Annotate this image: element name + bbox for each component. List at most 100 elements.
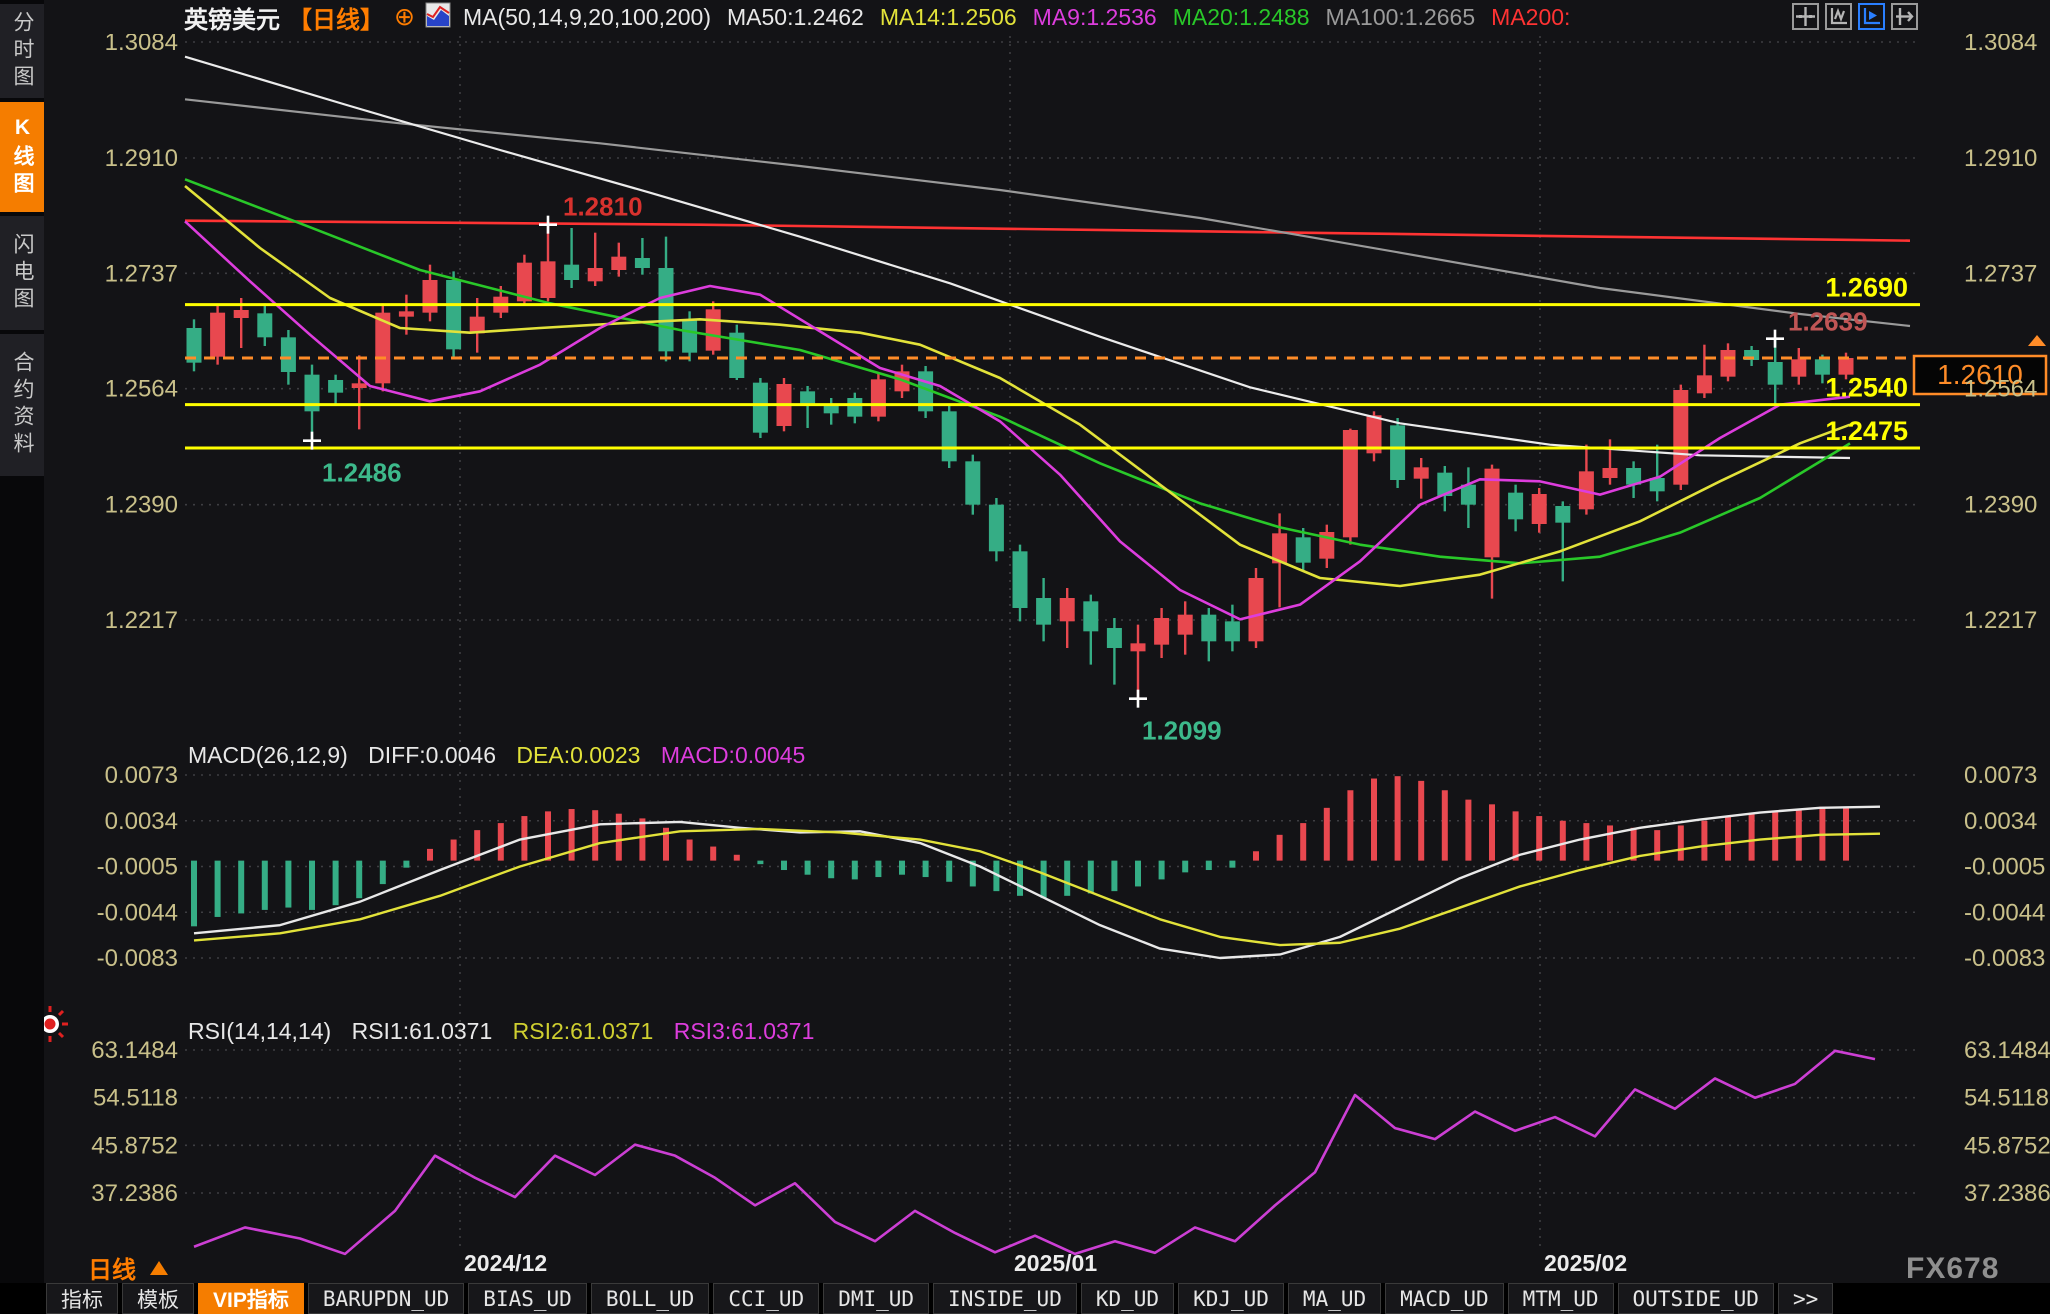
svg-text:63.1484: 63.1484 [1964, 1037, 2050, 1064]
svg-text:1.2486: 1.2486 [322, 458, 402, 488]
svg-text:-0.0005: -0.0005 [97, 854, 178, 881]
tab-kd-ud[interactable]: KD_UD [1080, 1283, 1175, 1314]
tab-more[interactable]: >> [1777, 1283, 1834, 1314]
chart-toolbar [1792, 3, 1918, 30]
tab-cci-ud[interactable]: CCI_UD [713, 1283, 820, 1314]
tab-macd-ud[interactable]: MACD_UD [1385, 1283, 1504, 1314]
macd-dea-value: DEA:0.0023 [516, 742, 641, 768]
rsi-axis-labels: 63.1484 63.1484 54.5118 54.5118 45.8752 45.87… [91, 1037, 2050, 1207]
svg-text:45.8752: 45.8752 [1964, 1132, 2050, 1159]
period-dropdown[interactable]: 日线 [88, 1250, 168, 1285]
svg-text:1.2610: 1.2610 [1937, 359, 2023, 390]
macd-macd-value: MACD:0.0045 [660, 742, 806, 768]
macd-diff-value: DIFF:0.0046 [368, 742, 497, 768]
svg-text:-0.0083: -0.0083 [1964, 945, 2045, 972]
chart-header: 英镑美元 【日线】 ⊕ MA(50,14,9,20,100,200) MA50:… [44, 0, 2050, 34]
svg-text:1.2810: 1.2810 [563, 192, 643, 222]
watermark: FX678 [1906, 1252, 2000, 1285]
period-dropdown-label[interactable]: 日线 [88, 1257, 136, 1284]
svg-text:-0.0083: -0.0083 [97, 945, 178, 972]
svg-text:0.0034: 0.0034 [1964, 808, 2037, 835]
macd-legend: MACD(26,12,9) DIFF:0.0046 DEA:0.0023 MAC… [188, 742, 819, 769]
svg-text:63.1484: 63.1484 [91, 1037, 178, 1064]
tab-vip-indicator[interactable]: VIP指标 [198, 1283, 304, 1314]
tab-dmi-ud[interactable]: DMI_UD [823, 1283, 930, 1314]
panel-collapse-icon[interactable] [1891, 3, 1918, 30]
svg-text:-0.0044: -0.0044 [1964, 899, 2045, 926]
svg-text:2024/12: 2024/12 [464, 1250, 547, 1276]
svg-text:45.8752: 45.8752 [91, 1132, 178, 1159]
svg-text:2025/02: 2025/02 [1544, 1250, 1627, 1276]
svg-text:1.2910: 1.2910 [1964, 145, 2037, 172]
svg-text:1.2475: 1.2475 [1825, 416, 1908, 446]
svg-text:1.2540: 1.2540 [1825, 373, 1908, 403]
svg-text:0.0073: 0.0073 [1964, 762, 2037, 789]
macd-histogram [191, 776, 1849, 927]
svg-text:1.2737: 1.2737 [1964, 260, 2037, 287]
svg-text:1.2690: 1.2690 [1825, 273, 1908, 303]
svg-text:1.2564: 1.2564 [105, 376, 178, 403]
rsi-legend: RSI(14,14,14) RSI1:61.0371 RSI2:61.0371 … [188, 1018, 828, 1045]
ma9-value: MA9:1.2536 [1032, 3, 1157, 30]
svg-text:0.0073: 0.0073 [105, 762, 178, 789]
svg-text:1.2217: 1.2217 [1964, 607, 2037, 634]
add-indicator-icon[interactable]: ⊕ [394, 3, 415, 31]
grid-lines [185, 36, 1920, 1248]
svg-text:1.2737: 1.2737 [105, 260, 178, 287]
tab-boll-ud[interactable]: BOLL_UD [590, 1283, 710, 1314]
tab-kdj-ud[interactable]: KDJ_UD [1178, 1283, 1284, 1314]
macd-name: MACD(26,12,9) [188, 742, 348, 768]
axis-play-icon[interactable] [1858, 3, 1885, 30]
svg-text:1.2910: 1.2910 [105, 145, 178, 172]
tab-bias-ud[interactable]: BIAS_UD [468, 1283, 587, 1314]
svg-text:1.2217: 1.2217 [105, 607, 178, 634]
rsi2-value: RSI2:61.0371 [512, 1018, 654, 1044]
symbol-title: 英镑美元 [184, 6, 280, 34]
svg-text:-0.0044: -0.0044 [97, 899, 178, 926]
svg-text:2025/01: 2025/01 [1014, 1250, 1097, 1276]
macd-lines [193, 805, 1881, 960]
period-selector[interactable]: 【日线】 [288, 6, 384, 34]
svg-text:1.2564: 1.2564 [1964, 376, 2037, 403]
macd-axis-labels: 0.0073 0.0073 0.0034 0.0034 -0.0005 -0.0005 -0… [97, 762, 2046, 972]
level-lines: 1.2690 1.2540 1.2475 [185, 273, 1920, 450]
ma200-value: MA200: [1491, 3, 1571, 30]
chart-type-icon[interactable] [425, 2, 451, 33]
svg-text:-0.0005: -0.0005 [1964, 854, 2045, 881]
svg-text:1.2639: 1.2639 [1788, 307, 1868, 337]
svg-text:54.5118: 54.5118 [1964, 1085, 2049, 1112]
svg-text:1.2099: 1.2099 [1142, 716, 1222, 746]
axis-scale-icon[interactable] [1825, 3, 1852, 30]
ma50-value: MA50:1.2462 [727, 3, 864, 30]
tab-mtm-ud[interactable]: MTM_UD [1507, 1283, 1614, 1314]
sidebar-item-contract-info[interactable]: 合约资料 [0, 334, 44, 476]
svg-text:1.2390: 1.2390 [1964, 492, 2037, 519]
ma-lines [184, 55, 1911, 621]
svg-text:0.0034: 0.0034 [105, 808, 178, 835]
tab-ma-ud[interactable]: MA_UD [1287, 1283, 1382, 1314]
tab-barupdn-ud[interactable]: BARUPDN_UD [307, 1283, 465, 1314]
rsi-line [193, 1049, 1876, 1256]
svg-text:37.2386: 37.2386 [91, 1180, 178, 1207]
rsi3-value: RSI3:61.0371 [673, 1018, 815, 1044]
tab-outside-ud[interactable]: OUTSIDE_UD [1617, 1283, 1774, 1314]
sidebar-item-lightning-chart[interactable]: 闪电图 [0, 216, 44, 330]
candles-layer [186, 224, 1854, 699]
svg-text:54.5118: 54.5118 [93, 1085, 178, 1112]
current-price-line: 1.2610 [185, 335, 2048, 396]
tab-template[interactable]: 模板 [122, 1283, 194, 1314]
tab-inside-ud[interactable]: INSIDE_UD [933, 1283, 1077, 1314]
crosshair-move-icon[interactable] [1792, 3, 1819, 30]
svg-text:37.2386: 37.2386 [1964, 1180, 2050, 1207]
period-up-arrow-icon [150, 1260, 168, 1275]
sidebar-item-kline-chart[interactable]: K线图 [0, 102, 44, 212]
rsi-name: RSI(14,14,14) [188, 1018, 332, 1044]
indicator-tabbar: 指标 模板 VIP指标 BARUPDN_UD BIAS_UD BOLL_UD C… [0, 1283, 2050, 1314]
ma-group-label: MA(50,14,9,20,100,200) [462, 3, 712, 30]
ma100-value: MA100:1.2665 [1325, 3, 1476, 30]
sidebar: 分时图 K线图 闪电图 合约资料 [0, 0, 44, 1314]
tab-indicator[interactable]: 指标 [46, 1283, 118, 1314]
sidebar-item-time-chart[interactable]: 分时图 [0, 4, 44, 98]
